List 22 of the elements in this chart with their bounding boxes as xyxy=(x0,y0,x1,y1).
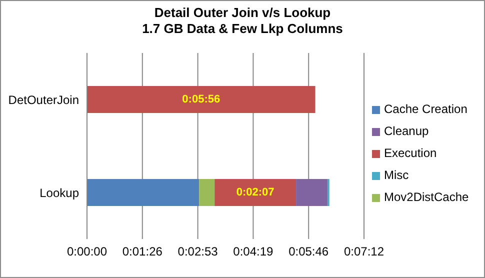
legend-label: Cleanup xyxy=(384,124,429,138)
x-tick-label: 0:05:46 xyxy=(288,244,329,259)
y-tick-label: DetOuterJoin xyxy=(8,92,79,107)
x-tick-label: 0:00:00 xyxy=(66,244,108,259)
legend-label: Mov2DistCache xyxy=(384,190,469,204)
legend-label: Misc xyxy=(384,168,409,182)
chart-subtitle: 1.7 GB Data & Few Lkp Columns xyxy=(141,21,344,37)
data-label: 0:05:56 xyxy=(182,94,220,106)
bar xyxy=(214,179,296,206)
bar xyxy=(87,86,316,113)
x-tick-label: 0:02:53 xyxy=(178,244,218,259)
bar xyxy=(296,179,328,206)
data-label: 0:02:07 xyxy=(236,186,274,198)
x-tick-label: 0:01:26 xyxy=(122,244,163,259)
x-tick-label: 0:04:19 xyxy=(233,244,274,259)
y-tick-label: Lookup xyxy=(40,186,80,200)
legend-label: Cache Creation xyxy=(384,102,468,116)
chart-title: Detail Outer Join v/s Lookup xyxy=(153,5,332,21)
x-tick-label: 0:07:12 xyxy=(344,244,384,259)
bar xyxy=(199,179,215,206)
legend-label: Execution xyxy=(384,146,437,160)
bar xyxy=(87,179,200,206)
